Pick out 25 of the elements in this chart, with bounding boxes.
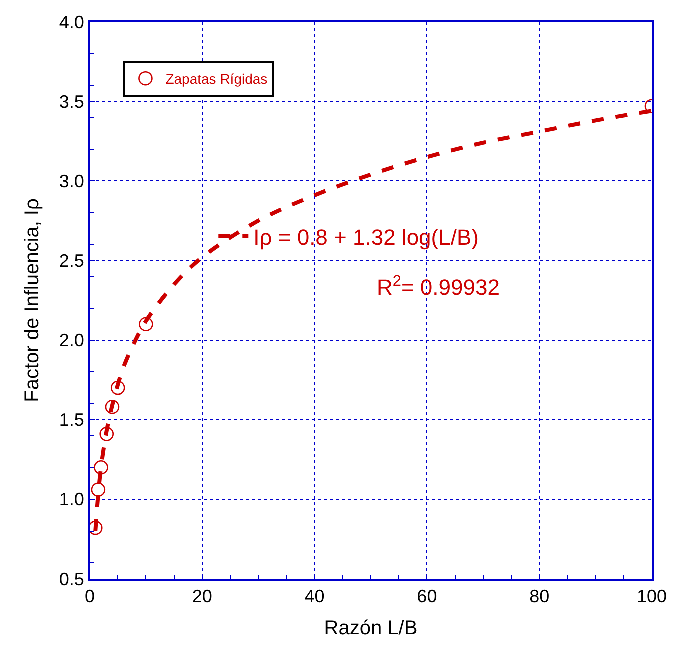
x-axis-title: Razón L/B: [324, 618, 418, 640]
x-tick-label: 40: [304, 586, 325, 607]
legend-label: Iρ = 0.8 + 1.32 log(L/B): [254, 224, 479, 250]
point: [105, 400, 120, 414]
x-tick-label: 0: [84, 586, 96, 607]
point: [94, 460, 108, 475]
x-tick-label: 80: [530, 586, 550, 607]
point: [91, 482, 106, 498]
y-tick-label: 1.5: [59, 410, 84, 430]
y-tick-label: 3.5: [59, 92, 84, 112]
point: [139, 317, 154, 332]
annotation: R$^{2}$= 0.99932: [377, 273, 500, 300]
y-tick-label: 2.0: [59, 330, 84, 351]
x-tick-label: 100: [636, 586, 668, 607]
y-tick-label: 4.0: [59, 12, 84, 32]
x-tick-label: 60: [417, 586, 438, 607]
y-tick-label: 3.0: [59, 171, 84, 192]
point: [100, 427, 114, 442]
y-axis-title: Factor de Influencia, Iρ: [21, 198, 44, 402]
point: [110, 380, 126, 396]
y-tick-label: 2.5: [59, 251, 84, 272]
legend-label: Zapatas Rígidas: [166, 71, 268, 88]
y-tick-label: 0.5: [59, 569, 84, 590]
y-tick-label: 1.0: [59, 490, 84, 510]
x-tick-label: 20: [192, 586, 212, 607]
